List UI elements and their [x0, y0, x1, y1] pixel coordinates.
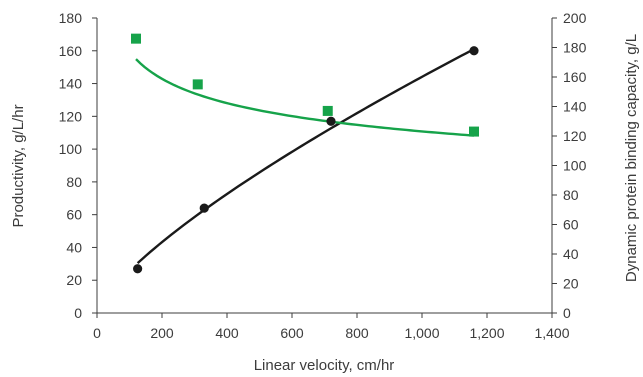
right-y-tick-label: 160: [563, 69, 587, 85]
plot-points: [131, 33, 479, 274]
right-y-tick-label: 0: [563, 305, 571, 321]
right-y-tick-label: 20: [563, 276, 579, 292]
productivity-fit-curve: [136, 48, 475, 265]
left-y-axis-ticks: 0 20 40 60 80 100 120 140 160 180: [59, 10, 97, 321]
right-y-tick-label: 40: [563, 246, 579, 262]
plot-fits: [135, 48, 475, 265]
binding-capacity-point: [322, 105, 333, 116]
left-y-tick-label: 60: [66, 207, 82, 223]
right-y-tick-label: 80: [563, 187, 579, 203]
x-tick-label: 1,400: [534, 325, 569, 341]
right-y-axis-ticks: 0 20 40 60 80 100 120 140 160 180 200: [552, 10, 587, 321]
productivity-point: [469, 46, 479, 56]
right-y-axis-label: Dynamic protein binding capacity, g/L: [623, 34, 640, 282]
left-y-tick-label: 20: [66, 272, 82, 288]
productivity-point: [133, 264, 143, 274]
right-y-tick-label: 120: [563, 128, 587, 144]
left-y-tick-label: 100: [59, 141, 83, 157]
productivity-point: [326, 116, 336, 126]
x-tick-label: 0: [93, 325, 101, 341]
right-y-tick-label: 200: [563, 10, 587, 26]
right-y-tick-label: 100: [563, 158, 587, 174]
left-y-tick-label: 80: [66, 174, 82, 190]
x-tick-label: 600: [280, 325, 304, 341]
x-tick-label: 1,200: [469, 325, 504, 341]
binding-capacity-point: [192, 79, 203, 90]
x-axis-ticks: 0 200 400 600 800 1,000 1,200 1,400: [93, 313, 570, 341]
binding-capacity-point: [469, 126, 479, 137]
right-y-tick-label: 140: [563, 99, 587, 115]
right-y-tick-label: 180: [563, 40, 587, 56]
x-axis-label: Linear velocity, cm/hr: [254, 357, 395, 374]
left-y-tick-label: 160: [59, 43, 83, 59]
left-y-tick-label: 140: [59, 76, 83, 92]
left-y-tick-label: 120: [59, 108, 83, 124]
right-y-tick-label: 60: [563, 217, 579, 233]
binding-capacity-fit-curve: [135, 58, 475, 137]
left-y-tick-label: 40: [66, 239, 82, 255]
x-tick-label: 400: [215, 325, 239, 341]
left-y-tick-label: 180: [59, 10, 83, 26]
binding-capacity-point: [131, 33, 141, 44]
left-y-tick-label: 0: [74, 305, 82, 321]
left-y-axis-label: Productivity, g/L/hr: [10, 104, 27, 227]
x-tick-label: 800: [345, 325, 369, 341]
productivity-point: [199, 203, 209, 213]
x-tick-label: 200: [150, 325, 174, 341]
x-tick-label: 1,000: [404, 325, 439, 341]
